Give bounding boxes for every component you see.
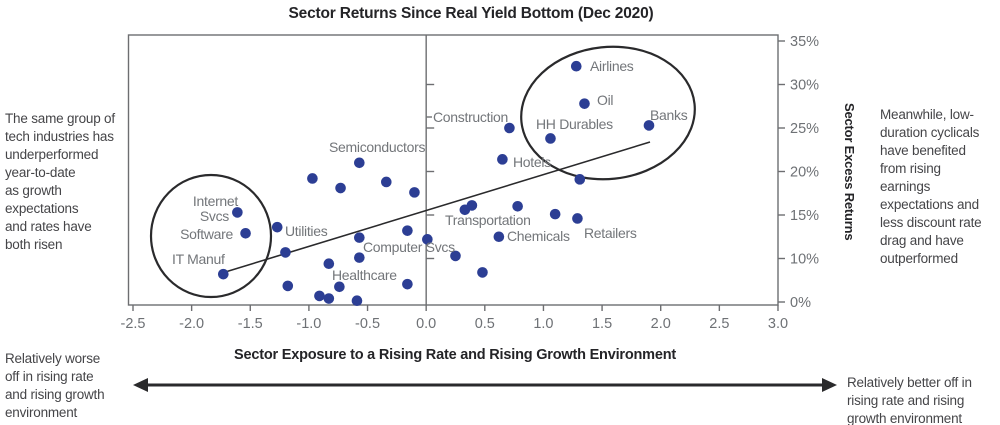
bottom-right-annotation: Relatively better off in rising rate and…	[847, 375, 972, 425]
point-label: Semiconductors	[329, 139, 425, 155]
data-point	[572, 213, 583, 224]
data-point	[335, 182, 346, 194]
x-tick-label: 1.5	[592, 316, 612, 332]
data-point	[381, 176, 392, 188]
data-point	[450, 250, 461, 262]
data-point	[409, 187, 420, 198]
y-tick-label: 20%	[790, 165, 819, 181]
point-label: Computer Svcs	[363, 239, 455, 255]
x-tick-label: 2.5	[709, 316, 729, 332]
y-tick-label: 0%	[790, 295, 811, 311]
y-tick-label: 15%	[790, 208, 819, 224]
data-point	[240, 227, 251, 239]
group-ellipse	[520, 45, 696, 181]
x-tick-label: 2.0	[651, 316, 671, 332]
data-point	[493, 231, 505, 243]
data-point	[549, 208, 561, 220]
data-point	[570, 60, 582, 72]
right-annotation: Meanwhile, low- duration cyclicals have …	[880, 107, 982, 266]
data-point	[497, 154, 508, 165]
point-label: Construction	[433, 109, 508, 125]
y-tick-label: 25%	[790, 121, 819, 137]
arrowhead-right-icon	[822, 378, 837, 392]
x-tick-label: 0.0	[416, 316, 436, 332]
y-tick-label: 35%	[790, 34, 819, 50]
group-ellipse	[149, 173, 273, 299]
data-point	[351, 295, 363, 306]
data-point	[271, 221, 283, 233]
point-label: Hotels	[513, 154, 551, 170]
x-tick-label: 1.0	[533, 316, 553, 332]
data-point	[354, 157, 365, 169]
point-label: Internet	[193, 193, 238, 209]
point-label: Software	[180, 226, 233, 242]
data-point	[334, 281, 345, 293]
data-point	[579, 98, 590, 109]
data-point	[512, 201, 523, 212]
x-tick-label: -1.0	[296, 316, 321, 332]
data-point	[402, 278, 413, 290]
data-point	[422, 234, 433, 245]
left-annotation: The same group of tech industries has un…	[5, 111, 115, 252]
data-point	[232, 207, 243, 218]
data-point	[217, 268, 229, 280]
data-point	[477, 267, 488, 278]
data-point	[504, 122, 515, 134]
data-point	[323, 293, 335, 304]
y-tick-label: 10%	[790, 252, 819, 268]
x-tick-label: -2.0	[179, 316, 204, 332]
data-point	[354, 232, 365, 243]
x-tick-label: 0.5	[475, 316, 495, 332]
point-label: Banks	[650, 107, 688, 123]
data-point	[574, 174, 586, 185]
data-point	[466, 200, 478, 211]
point-label: Svcs	[200, 208, 229, 224]
y-tick-label: 30%	[790, 78, 819, 94]
x-tick-label: -2.5	[121, 316, 146, 332]
data-point	[307, 173, 318, 184]
chart-title: Sector Returns Since Real Yield Bottom (…	[288, 5, 654, 22]
point-label: Oil	[597, 92, 613, 108]
bottom-left-annotation: Relatively worse off in rising rate and …	[5, 351, 105, 420]
y-axis-title: Sector Excess Returns	[842, 103, 857, 241]
arrowhead-left-icon	[133, 378, 148, 392]
trend-line	[221, 141, 651, 274]
data-point	[280, 247, 291, 258]
x-tick-label: 3.0	[768, 316, 788, 332]
point-label: Transportation	[445, 212, 531, 228]
point-label: Chemicals	[507, 228, 570, 244]
point-label: IT Manuf	[172, 251, 225, 267]
x-tick-label: -1.5	[238, 316, 263, 332]
point-label: Retailers	[584, 225, 637, 241]
data-point	[323, 258, 335, 270]
x-axis-title: Sector Exposure to a Rising Rate and Ris…	[234, 347, 676, 363]
data-point	[643, 120, 655, 131]
data-point	[354, 252, 365, 263]
point-label: Airlines	[590, 58, 634, 74]
data-point	[282, 280, 294, 292]
data-point	[402, 225, 413, 236]
point-label: Utilities	[285, 223, 328, 239]
data-point	[314, 290, 325, 302]
point-label: Healthcare	[332, 267, 397, 283]
data-point	[545, 133, 556, 144]
x-tick-label: -0.5	[355, 316, 380, 332]
plot-frame	[127, 34, 779, 306]
point-label: HH Durables	[536, 116, 613, 132]
